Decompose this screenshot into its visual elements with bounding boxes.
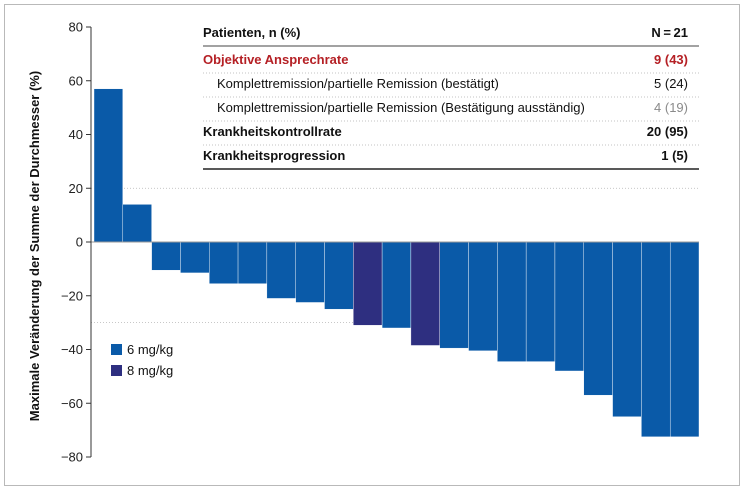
bar — [151, 241, 181, 271]
bar — [122, 204, 152, 243]
bar — [324, 241, 354, 310]
y-axis-label: Maximale Veränderung der Summe der Durch… — [27, 71, 42, 421]
waterfall-chart: 80 60 40 20 0 −20 −40 −60 −80 Maximale Veränderu… — [27, 20, 700, 465]
bar — [209, 241, 239, 284]
bar — [669, 241, 700, 438]
summary-table: Patienten, n (%) N = 21 Objektive Anspre… — [203, 25, 699, 170]
bar — [468, 241, 498, 352]
table-row-value: 20 (95) — [647, 124, 688, 139]
bar — [180, 241, 210, 274]
table-row-label: Komplettremission/partielle Remission (b… — [217, 76, 499, 91]
table-row-value: 9 (43) — [654, 52, 688, 67]
legend-swatch-6mg — [111, 344, 122, 355]
bar — [641, 241, 671, 438]
table-header-label: Patienten, n (%) — [203, 25, 301, 40]
y-tick-label: 80 — [69, 20, 83, 35]
y-axis: 80 60 40 20 0 −20 −40 −60 −80 — [61, 20, 92, 465]
bar — [93, 88, 124, 243]
table-row-label: Objektive Ansprechrate — [203, 52, 348, 67]
y-tick-label: −40 — [61, 342, 83, 357]
y-tick-label: 20 — [69, 181, 83, 196]
table-row-value: 4 (19) — [654, 100, 688, 115]
bar — [497, 241, 527, 362]
bar — [554, 241, 584, 372]
bar — [266, 241, 296, 299]
table-row-label: Komplettremission/partielle Remission (B… — [217, 100, 585, 115]
y-tick-label: −20 — [61, 288, 83, 303]
table-row-value: 5 (24) — [654, 76, 688, 91]
y-tick-label: −60 — [61, 396, 83, 411]
bar — [237, 241, 268, 284]
bar — [525, 241, 556, 362]
table-row-label: Krankheitsprogression — [203, 148, 345, 163]
table-row-label: Krankheitskontrollrate — [203, 124, 342, 139]
bar — [439, 241, 469, 349]
bar — [583, 241, 613, 396]
legend-label: 6 mg/kg — [127, 342, 173, 357]
table-row-value: 1 (5) — [661, 148, 688, 163]
bar — [381, 241, 412, 329]
table-header-value: N = 21 — [651, 25, 688, 40]
bar — [295, 241, 325, 303]
bar — [410, 241, 440, 346]
bars-group — [91, 88, 700, 438]
bar — [353, 241, 383, 326]
y-tick-label: 40 — [69, 127, 83, 142]
y-tick-label: 0 — [76, 235, 83, 250]
bar — [612, 241, 642, 417]
y-tick-label: 60 — [69, 73, 83, 88]
y-tick-label: −80 — [61, 450, 83, 465]
legend-label: 8 mg/kg — [127, 363, 173, 378]
figure-frame: 80 60 40 20 0 −20 −40 −60 −80 Maximale Veränderu… — [4, 4, 740, 486]
legend: 6 mg/kg 8 mg/kg — [111, 342, 173, 378]
legend-swatch-8mg — [111, 365, 122, 376]
